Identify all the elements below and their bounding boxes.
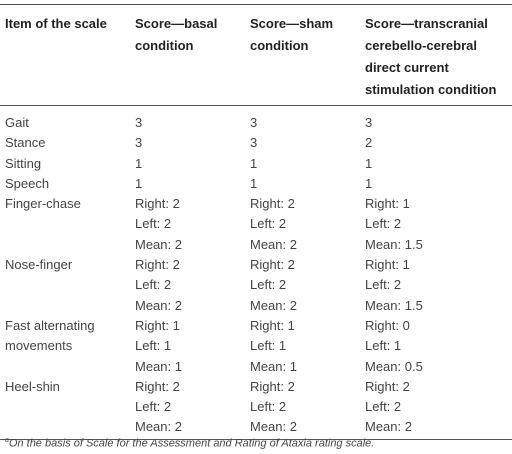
score-line: Mean: 2 [365,419,412,435]
score-cell: Right: 2 Left: 2 Mean: 2 [245,376,360,440]
score-cell: Right: 2 Left: 2 Mean: 2 [130,255,245,316]
table-row: Sitting 1 1 1 [0,154,512,174]
table-row: Finger-chase Right: 2 Left: 2 Mean: 2 Right:… [0,194,512,255]
score-cell: 1 [360,174,512,194]
footnote: aOn the basis of Scale for the Assessmen… [5,437,374,450]
score-line: Left: 2 [135,216,172,232]
score-line: Mean: 1 [250,358,297,374]
item-cell: Sitting [5,155,42,171]
score-line: 1 [250,155,258,171]
score-cell: 1 [360,154,512,174]
score-cell: Right: 2 Left: 2 Mean: 2 [130,194,245,255]
table-row: Gait 3 3 3 [0,106,512,134]
score-line: 3 [365,115,373,130]
score-cell: 1 [130,174,245,194]
score-cell: Right: 0 Left: 1 Mean: 0.5 [360,316,512,377]
item-cell: Finger-chase [5,196,81,212]
score-line: 3 [250,115,258,130]
item-cell: Stance [5,135,46,151]
score-line: 2 [365,135,373,151]
score-cell: Right: 1 Left: 2 Mean: 1.5 [360,194,512,255]
score-line: Right: 1 [135,317,180,333]
score-line: 1 [135,155,143,171]
score-line: 3 [135,115,143,130]
table-body: Gait 3 3 3 Stance 3 3 2 Sitting 1 1 1 Speech 1 1 1 Finge… [0,106,512,440]
score-line: Mean: 0.5 [365,358,423,374]
score-line: Left: 1 [365,338,402,354]
score-line: Right: 0 [365,317,410,333]
score-cell: 1 [245,154,360,174]
score-line: Right: 1 [365,257,410,273]
score-line: Mean: 1.5 [365,297,423,313]
header-cell: Score—sham condition [245,4,360,106]
header-cell: Score—basal condition [130,4,245,106]
score-line: Left: 1 [250,338,287,354]
score-cell: 3 [245,106,360,134]
score-cell: Right: 2 Left: 2 Mean: 2 [245,194,360,255]
score-line: Right: 2 [250,196,295,212]
item-cell: Gait [5,115,29,130]
score-line: 1 [365,175,373,191]
item-cell: Nose-finger [5,257,73,273]
score-line: Mean: 2 [135,419,182,435]
score-line: Mean: 2 [250,419,297,435]
score-cell: 3 [245,133,360,153]
score-line: 3 [250,135,258,151]
score-cell: Right: 1 Left: 2 Mean: 1.5 [360,255,512,316]
score-line: Right: 1 [365,196,410,212]
score-line: Left: 2 [135,399,172,415]
header-row: Item of the scale Score—basal condition Sc… [0,4,512,106]
score-line: Left: 2 [250,216,287,232]
score-line: Mean: 1 [135,358,182,374]
score-line: Left: 1 [135,338,172,354]
item-cell: Heel-shin [0,376,130,440]
score-line: 1 [135,175,143,191]
score-line: Left: 2 [365,399,402,415]
score-cell: 3 [130,106,245,134]
score-line: Right: 2 [135,196,180,212]
table-row: Nose-finger Right: 2 Left: 2 Mean: 2 Right: … [0,255,512,316]
score-cell: 3 [130,133,245,153]
item-cell: Speech [5,175,50,191]
header-cell: Score—transcranial cerebello-cerebral di… [360,4,512,106]
score-line: Left: 2 [365,277,402,293]
score-cell: 1 [245,174,360,194]
table-row: Speech 1 1 1 [0,174,512,194]
table-row: Heel-shin Right: 2 Left: 2 Mean: 2 Right: 2 L… [0,376,512,440]
table-row: Stance 3 3 2 [0,133,512,153]
score-cell: 1 [130,154,245,174]
footnote-text: On the basis of Scale for the Assessment… [8,437,375,450]
score-line: 3 [135,135,143,151]
scale-table: Item of the scale Score—basal condition Sc… [0,4,512,440]
score-line: Mean: 2 [135,236,182,252]
score-line: Right: 1 [250,317,295,333]
item-cell: Fast alternating movements [5,317,95,354]
score-line: Mean: 2 [250,236,297,252]
score-cell: Right: 2 Left: 2 Mean: 2 [245,255,360,316]
score-cell: Right: 1 Left: 1 Mean: 1 [245,316,360,377]
score-line: Left: 2 [135,277,172,293]
score-line: Right: 2 [250,378,295,394]
score-cell: 3 [360,106,512,134]
header-cell: Item of the scale [0,4,130,106]
score-line: Right: 2 [135,378,180,394]
score-line: Mean: 2 [250,297,297,313]
score-line: Left: 2 [365,216,402,232]
score-line: 1 [250,175,258,191]
score-cell: 2 [360,133,512,153]
score-cell: Right: 1 Left: 1 Mean: 1 [130,316,245,377]
score-cell: Right: 2 Left: 2 Mean: 2 [360,376,512,440]
score-line: Mean: 1.5 [365,236,423,252]
score-line: Left: 2 [250,277,287,293]
score-line: Right: 2 [250,257,295,273]
score-line: Right: 2 [365,378,410,394]
score-line: 1 [365,155,373,171]
footnote-marker: a [5,437,9,444]
score-line: Right: 2 [135,257,180,273]
score-line: Left: 2 [250,399,287,415]
score-line: Mean: 2 [135,297,182,313]
table-row: Fast alternating movements Right: 1 Left: … [0,316,512,377]
score-cell: Right: 2 Left: 2 Mean: 2 [130,376,245,440]
